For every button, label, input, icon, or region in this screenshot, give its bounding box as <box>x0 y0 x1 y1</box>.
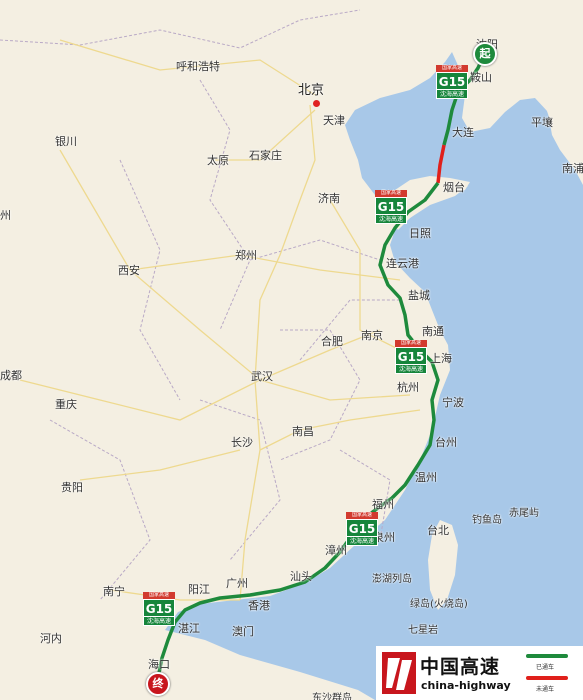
city-macau: 澳门 <box>232 625 254 638</box>
city-nanchang: 南昌 <box>292 425 314 438</box>
roads <box>19 39 421 601</box>
shield-name: 沈海高速 <box>436 90 468 99</box>
taiwan-land <box>428 520 458 610</box>
city-guangzhou: 广州 <box>226 577 248 590</box>
legend-open-label: 已通车 <box>536 664 555 671</box>
city-beijing: 北京 <box>298 83 325 98</box>
city-fuzhou: 福州 <box>372 498 394 511</box>
shield-header: 国家高速 <box>436 65 468 72</box>
city-haikou: 海口 <box>148 658 170 671</box>
city-shanghai: 上海 <box>430 352 452 365</box>
shield-name: 沈海高速 <box>143 617 175 626</box>
g15-shield[interactable]: 国家高速 G15 沈海高速 <box>143 592 175 626</box>
g15-route-unopened <box>436 144 446 184</box>
city-jinan: 济南 <box>318 192 340 205</box>
g15-shield[interactable]: 国家高速 G15 沈海高速 <box>395 340 427 374</box>
sea <box>165 0 583 700</box>
city-wenzhou: 温州 <box>415 471 437 484</box>
capital-star <box>313 100 320 107</box>
g15-route-open-south <box>156 181 440 679</box>
city-yancheng: 盐城 <box>408 289 430 302</box>
legend-panel: 中国高速 china-highway 已通车 未通车 <box>376 646 583 700</box>
city-nanjing: 南京 <box>361 329 383 342</box>
legend-unopened-swatch <box>526 676 568 680</box>
city-yangjiang: 阳江 <box>188 583 210 596</box>
city-hohhot: 呼和浩特 <box>176 60 220 73</box>
legend-unopened-label: 未通车 <box>536 686 555 693</box>
shield-name: 沈海高速 <box>395 365 427 374</box>
city-nanpu: 南浦 <box>562 162 583 175</box>
city-zhangzhou: 漳州 <box>325 544 347 557</box>
shield-header: 国家高速 <box>395 340 427 347</box>
city-xian: 西安 <box>118 264 140 277</box>
city-dalian: 大连 <box>452 126 474 139</box>
shield-header: 国家高速 <box>346 512 378 519</box>
shield-code: G15 <box>143 599 175 617</box>
city-lanzhou: 州 <box>0 209 11 222</box>
g15-shield[interactable]: 国家高速 G15 沈海高速 <box>346 512 378 546</box>
city-diaoyu: 钓鱼岛 <box>472 515 502 526</box>
city-rizhao: 日照 <box>409 227 431 240</box>
city-penghu: 澎湖列岛 <box>372 574 412 585</box>
city-lianyungang: 连云港 <box>386 257 419 270</box>
city-taibei: 台北 <box>427 524 449 537</box>
city-nantong: 南通 <box>422 325 444 338</box>
city-zhanjiang: 湛江 <box>178 622 200 635</box>
city-changsha: 长沙 <box>231 436 253 449</box>
city-chongqing: 重庆 <box>55 398 77 411</box>
china-highway-logo-icon <box>382 652 416 694</box>
city-ningbo: 宁波 <box>442 396 464 409</box>
start-marker[interactable]: 起 <box>473 42 497 66</box>
city-anshan: 鞍山 <box>470 71 492 84</box>
city-chengdu: 成都 <box>0 369 22 382</box>
end-marker[interactable]: 终 <box>146 672 170 696</box>
city-qixing: 七星岩 <box>408 625 438 636</box>
shield-code: G15 <box>375 197 407 215</box>
city-tianjin: 天津 <box>323 114 345 127</box>
city-yinchuan: 银川 <box>55 135 77 148</box>
shield-header: 国家高速 <box>375 190 407 197</box>
city-hongkong: 香港 <box>248 599 270 612</box>
brand-name-cn: 中国高速 <box>420 656 501 678</box>
city-zhengzhou: 郑州 <box>235 249 257 262</box>
city-hekou: 河内 <box>40 632 62 645</box>
city-dongsha: 东沙群岛 <box>312 693 352 700</box>
city-guiyang: 贵阳 <box>61 481 83 494</box>
shield-code: G15 <box>346 519 378 537</box>
shield-name: 沈海高速 <box>375 215 407 224</box>
korea-land <box>470 0 583 170</box>
brand-name-en: china-highway <box>421 679 511 692</box>
city-chiwei: 赤尾屿 <box>509 508 539 519</box>
city-shijiazhuang: 石家庄 <box>249 149 282 162</box>
city-yantai: 烟台 <box>443 181 465 194</box>
city-pingrang: 平壤 <box>531 116 553 129</box>
city-hangzhou: 杭州 <box>397 381 419 394</box>
shandong-land <box>390 178 468 230</box>
city-hefei: 合肥 <box>321 335 343 348</box>
province-borders <box>0 9 400 601</box>
shield-code: G15 <box>395 347 427 365</box>
city-wuhan: 武汉 <box>251 370 273 383</box>
g15-shield[interactable]: 国家高速 G15 沈海高速 <box>375 190 407 224</box>
city-taiyuan: 太原 <box>207 154 229 167</box>
legend-open-swatch <box>526 654 568 658</box>
city-ludao: 绿岛(火烧岛) <box>410 599 468 610</box>
city-taizhou: 台州 <box>435 436 457 449</box>
shield-name: 沈海高速 <box>346 537 378 546</box>
city-quanzhou: 泉州 <box>373 531 395 544</box>
city-shantou: 汕头 <box>290 570 312 583</box>
shield-code: G15 <box>436 72 468 90</box>
shield-header: 国家高速 <box>143 592 175 599</box>
g15-shield[interactable]: 国家高速 G15 沈海高速 <box>436 65 468 99</box>
city-nanning: 南宁 <box>103 585 125 598</box>
